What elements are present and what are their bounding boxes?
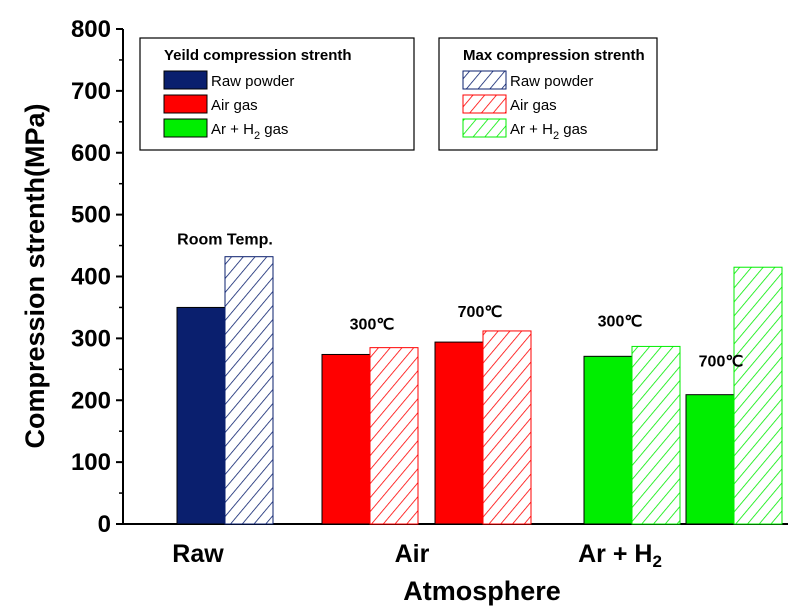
legend-swatch (462, 94, 507, 114)
bar-annotation: Room Temp. (177, 232, 273, 249)
bars (176, 256, 783, 525)
y-tick-label: 600 (71, 140, 111, 167)
legend-yield: Yeild compression strenth Raw powder Air g… (139, 37, 415, 151)
legend-entry-label-suffix: gas (559, 121, 587, 138)
max-bar (733, 266, 783, 525)
x-category-label-main: Ar + H (578, 540, 652, 568)
bar-annotation: 700℃ (699, 354, 744, 371)
legend-swatch (163, 94, 208, 114)
max-bar (224, 256, 274, 525)
legend-entry-label-suffix: gas (260, 121, 288, 138)
legend-swatch (462, 118, 507, 138)
legend-entry-label: Air gas (510, 97, 557, 114)
bar-annotation: 700℃ (458, 304, 503, 321)
y-tick-label: 200 (71, 387, 111, 414)
legend-title: Yeild compression strenth (164, 47, 352, 64)
yield-bar (176, 306, 226, 525)
y-tick-label: 400 (71, 264, 111, 291)
y-tick-label: 800 (71, 16, 111, 43)
legends: Yeild compression strenth Raw powder Air g… (139, 37, 658, 151)
y-tick-label: 700 (71, 78, 111, 105)
y-tick-label: 500 (71, 202, 111, 229)
yield-bar (583, 355, 633, 525)
yield-bar (434, 341, 484, 525)
bar-annotation: 300℃ (350, 317, 395, 334)
legend-entry-label: Ar + H2 gas (211, 121, 288, 142)
x-axis-title: Atmosphere (403, 576, 561, 606)
axes: 0 100 200 300 400 500 600 700 800 (71, 16, 788, 538)
legend-title: Max compression strenth (463, 47, 645, 64)
legend-entry-label: Air gas (211, 97, 258, 114)
x-category-label: Ar + H2 (578, 540, 662, 571)
yield-bar (321, 353, 371, 525)
legend-entry-label-main: Air gas (510, 97, 557, 114)
x-category-label-main: Raw (172, 540, 224, 568)
legend-entry-label-main: Ar + H (211, 121, 254, 138)
x-category-label: Raw (172, 540, 224, 568)
x-category-label: Air (395, 540, 430, 568)
y-tick-label: 100 (71, 449, 111, 476)
legend-entry-label: Raw powder (510, 73, 593, 90)
legend-swatch (163, 70, 208, 90)
max-bar (369, 347, 419, 525)
y-tick-label: 300 (71, 325, 111, 352)
bar-annotation: 300℃ (598, 313, 643, 330)
legend-entry-label-subscript: 2 (254, 130, 260, 142)
x-category-label-main: Air (395, 540, 430, 568)
x-category-label-subscript: 2 (652, 552, 661, 571)
max-bar (631, 345, 681, 525)
legend-entry-label: Raw powder (211, 73, 294, 90)
y-tick-label: 0 (98, 511, 111, 538)
legend-swatch (163, 118, 208, 138)
y-axis-title: Compression strenth(MPa) (20, 103, 50, 448)
legend-entry-label: Ar + H2 gas (510, 121, 587, 142)
legend-entry-label-main: Ar + H (510, 121, 553, 138)
legend-max: Max compression strenth Raw powder Air gas… (438, 37, 658, 151)
legend-entry-label-main: Raw powder (211, 73, 294, 90)
yield-bar (685, 394, 735, 525)
legend-swatch (462, 70, 507, 90)
legend-entry-label-main: Air gas (211, 97, 258, 114)
legend-entry-label-main: Raw powder (510, 73, 593, 90)
max-bar (482, 330, 532, 525)
legend-entry-label-subscript: 2 (553, 130, 559, 142)
annotations: Room Temp. 300℃ 700℃ 300℃ 700℃ (177, 232, 743, 371)
